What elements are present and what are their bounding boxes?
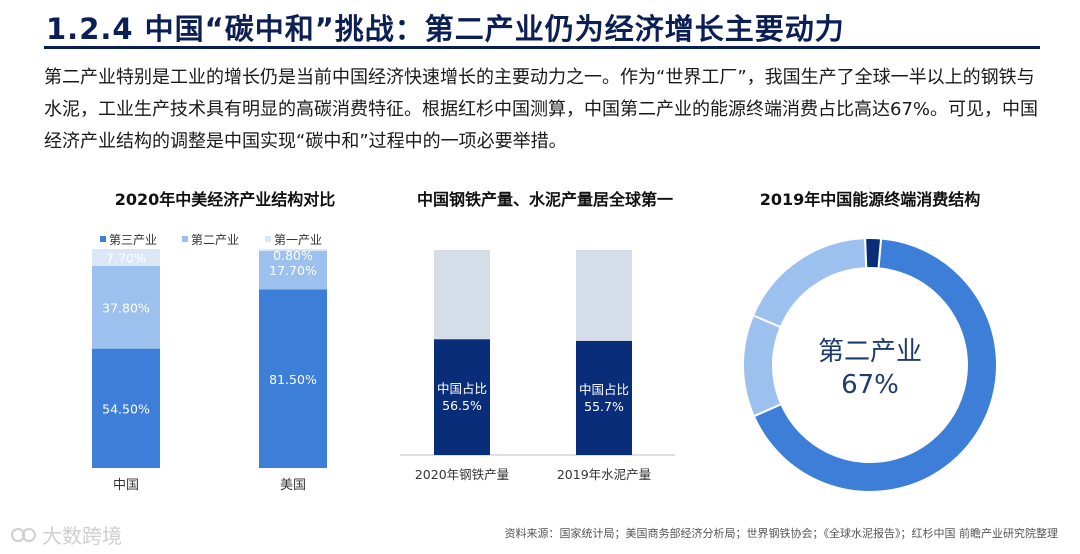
bar-2-2 (576, 250, 632, 341)
legend-label-2: 第二产业 (191, 233, 239, 247)
bar-2-1 (259, 289, 327, 468)
chart-title-industry-structure: 2020年中美经济产业结构对比 (114, 190, 336, 209)
bar-2-3 (259, 249, 327, 251)
donut-slice-1 (752, 237, 998, 493)
bar-label-1-2: 37.80% (102, 300, 150, 315)
watermark-logo-icon (11, 527, 36, 542)
bar-1-2 (92, 265, 160, 349)
donut-center-value: 67% (841, 370, 899, 400)
watermark-text: 大数跨境 (42, 524, 122, 548)
bar-1-3 (92, 249, 160, 266)
legend-swatch-2 (182, 236, 188, 242)
x-tick-1: 2020年钢铁产量 (415, 467, 509, 482)
page-title: 1.2.4 中国“碳中和”挑战：第二产业仍为经济增长主要动力 (46, 12, 845, 46)
bar-label-2-line-1: 中国占比 (579, 382, 629, 397)
bar-1-1 (434, 339, 490, 455)
watermark: 大数跨境 (10, 520, 122, 549)
legend-swatch-1 (100, 236, 106, 242)
donut-slice-3 (751, 237, 868, 329)
donut-slice-4 (864, 237, 883, 270)
x-tick-1: 中国 (113, 478, 139, 493)
bar-2-1 (576, 340, 632, 455)
bar-label-2-2: 17.70% (269, 263, 317, 278)
chart-title-energy-consumption: 2019年中国能源终端消费结构 (759, 190, 981, 209)
x-tick-2: 美国 (280, 478, 306, 493)
source-note: 资料来源：国家统计局；美国商务部经济分析局；世界钢铁协会；《全球水泥报告》；红杉… (504, 527, 1059, 540)
bar-label-2-3: 0.80% (273, 248, 313, 263)
bar-label-1-1: 54.50% (102, 401, 150, 416)
bar-2-2 (259, 250, 327, 290)
bar-label-2-line-2: 55.7% (584, 399, 624, 414)
bar-label-1-line-2: 56.5% (442, 398, 482, 413)
legend-label-1: 第三产业 (109, 233, 157, 247)
legend-label-3: 第一产业 (274, 233, 322, 247)
legend-swatch-3 (265, 236, 271, 242)
bar-label-1-3: 7.70% (106, 250, 146, 265)
bar-label-1-line-1: 中国占比 (437, 381, 487, 396)
bar-label-2-1: 81.50% (269, 372, 317, 387)
title-divider (44, 46, 1040, 49)
chart-industry-structure: 第三产业 第二产业 第一产业 54.50% 37.80% 7.70% 中国 81.50% 17.… (92, 233, 327, 493)
donut-center-label: 第二产业 (818, 337, 922, 367)
intro-paragraph: 第二产业特别是工业的增长仍是当前中国经济快速增长的主要动力之一。作为“世界工厂”… (44, 67, 1039, 152)
bar-1-2 (434, 250, 490, 340)
x-tick-2: 2019年水泥产量 (557, 467, 651, 482)
bar-1-1 (92, 348, 160, 468)
donut-slice-2 (742, 314, 783, 418)
chart-title-steel-cement: 中国钢铁产量、水泥产量居全球第一 (416, 190, 673, 209)
